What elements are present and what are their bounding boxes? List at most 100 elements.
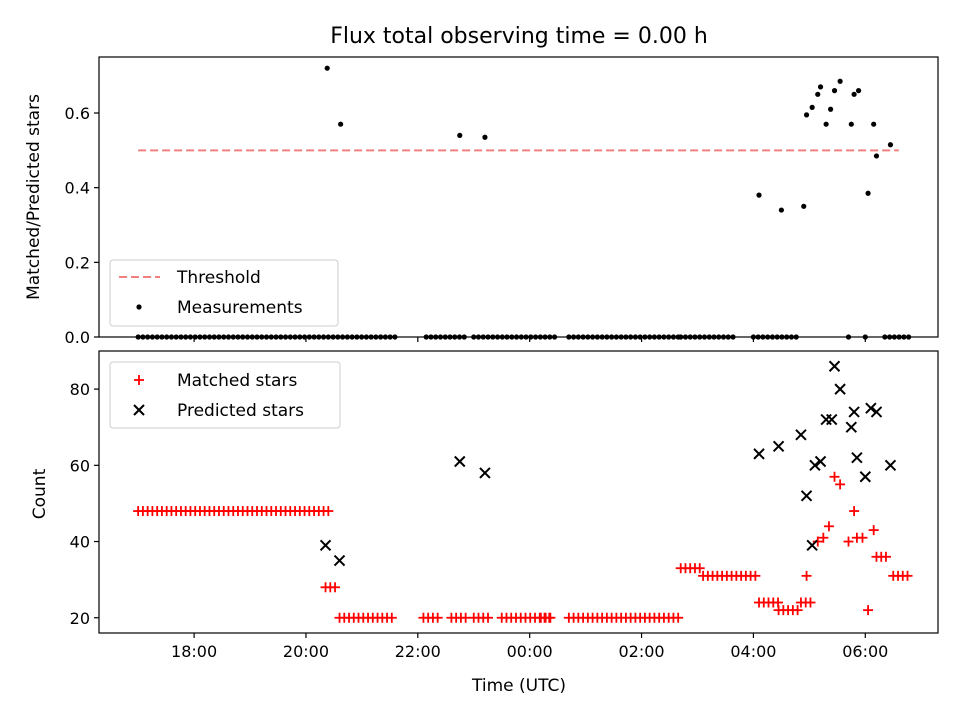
- measurement-point: [392, 334, 398, 340]
- measurement-point: [335, 334, 341, 340]
- measurement-point: [831, 88, 838, 94]
- measurement-point: [585, 334, 591, 340]
- cross-b: [848, 406, 860, 418]
- matched-star-point: [323, 506, 334, 517]
- cross-b: [479, 467, 491, 479]
- measurement-point: [793, 334, 799, 340]
- measurement-point: [599, 334, 605, 340]
- measurement-point: [765, 334, 771, 340]
- legend-box: [109, 361, 341, 429]
- measurement-point: [499, 334, 505, 340]
- y-tick-label: 60: [70, 456, 90, 475]
- cross-b: [753, 448, 765, 460]
- legend-measurement-swatch: [136, 304, 142, 310]
- measurement-point: [359, 334, 365, 340]
- measurement-point: [316, 334, 322, 340]
- measurement-point: [461, 334, 467, 340]
- x-tick-label: 18:00: [171, 642, 217, 661]
- predicted-star-point: [851, 451, 863, 464]
- measurement-point: [637, 334, 643, 340]
- cross-b: [865, 402, 877, 414]
- measurement-point: [154, 334, 160, 340]
- legend-measurement-label: Measurements: [177, 298, 303, 318]
- predicted-star-point: [884, 459, 897, 472]
- matched-star-point: [812, 536, 823, 547]
- cross-b: [333, 554, 346, 567]
- measurement-point: [344, 334, 350, 340]
- predicted-star-point: [814, 455, 827, 468]
- measurement-point: [661, 334, 667, 340]
- cross-b: [800, 490, 813, 502]
- predicted-star-point: [806, 539, 818, 552]
- measurement-point: [178, 334, 184, 340]
- measurement-point: [423, 334, 429, 340]
- cross-b: [806, 539, 818, 552]
- measurement-point: [632, 334, 639, 340]
- x-tick-label: 00:00: [507, 642, 553, 661]
- measurement-point: [647, 334, 653, 340]
- measurement-point: [750, 334, 757, 340]
- measurement-point: [570, 334, 577, 340]
- predicted-star-point: [809, 459, 821, 472]
- measurement-point: [135, 334, 141, 340]
- measurement-point: [523, 334, 529, 340]
- x-axis-label: Time (UTC): [471, 676, 566, 696]
- measurement-point: [542, 334, 548, 340]
- x-tick-label: 06:00: [842, 642, 888, 661]
- measurement-point: [801, 203, 807, 209]
- measurement-point: [823, 121, 829, 127]
- measurement-point: [428, 334, 434, 340]
- measurement-point: [692, 334, 698, 340]
- matched-star-point: [801, 570, 812, 581]
- measurement-point: [278, 334, 284, 340]
- measurement-point: [230, 334, 236, 340]
- measurement-point: [711, 334, 717, 340]
- measurement-point: [803, 112, 810, 118]
- y-tick-label: 20: [70, 609, 90, 628]
- measurement-point: [378, 334, 384, 340]
- measurement-point: [211, 334, 217, 340]
- matched-star-point: [545, 612, 556, 623]
- measurement-point: [456, 334, 463, 340]
- x-tick-label: 02:00: [618, 642, 664, 661]
- y-tick-label: 0.6: [65, 104, 90, 123]
- measurement-point: [320, 334, 327, 340]
- measurement-point: [197, 334, 203, 340]
- measurement-point: [666, 334, 672, 340]
- measurement-point: [837, 78, 843, 84]
- matched-star-point: [673, 612, 684, 623]
- measurement-point: [513, 334, 520, 340]
- measurement-point: [590, 334, 596, 340]
- measurement-point: [259, 334, 265, 340]
- measurement-point: [871, 121, 877, 127]
- measurement-point: [164, 334, 170, 340]
- measurement-point: [682, 334, 689, 340]
- measurement-point: [339, 334, 346, 340]
- measurement-point: [865, 190, 871, 196]
- measurement-point: [442, 334, 448, 340]
- measurement-point: [532, 334, 539, 340]
- measurement-point: [240, 334, 246, 340]
- y-tick-label: 0.2: [65, 253, 90, 272]
- measurement-point: [297, 334, 303, 340]
- measurement-point: [480, 334, 486, 340]
- measurement-point: [887, 334, 893, 340]
- matched-star-point: [829, 471, 840, 482]
- measurement-point: [604, 334, 610, 340]
- measurement-point: [891, 334, 897, 340]
- y-tick-label: 0.4: [65, 179, 90, 198]
- measurement-point: [373, 334, 379, 340]
- cross-b: [859, 471, 871, 483]
- predicted-star-point: [319, 539, 332, 552]
- matched-star-point: [694, 563, 705, 574]
- axes-frame: [98, 350, 939, 634]
- measurement-point: [311, 334, 317, 340]
- measurement-point: [528, 334, 534, 340]
- matched-star-point: [849, 506, 860, 517]
- legend-predicted-swatch: [133, 404, 145, 416]
- measurement-point: [901, 334, 907, 340]
- matched-star-point: [432, 612, 443, 623]
- matched-star-point: [823, 521, 834, 532]
- measurement-point: [433, 334, 439, 340]
